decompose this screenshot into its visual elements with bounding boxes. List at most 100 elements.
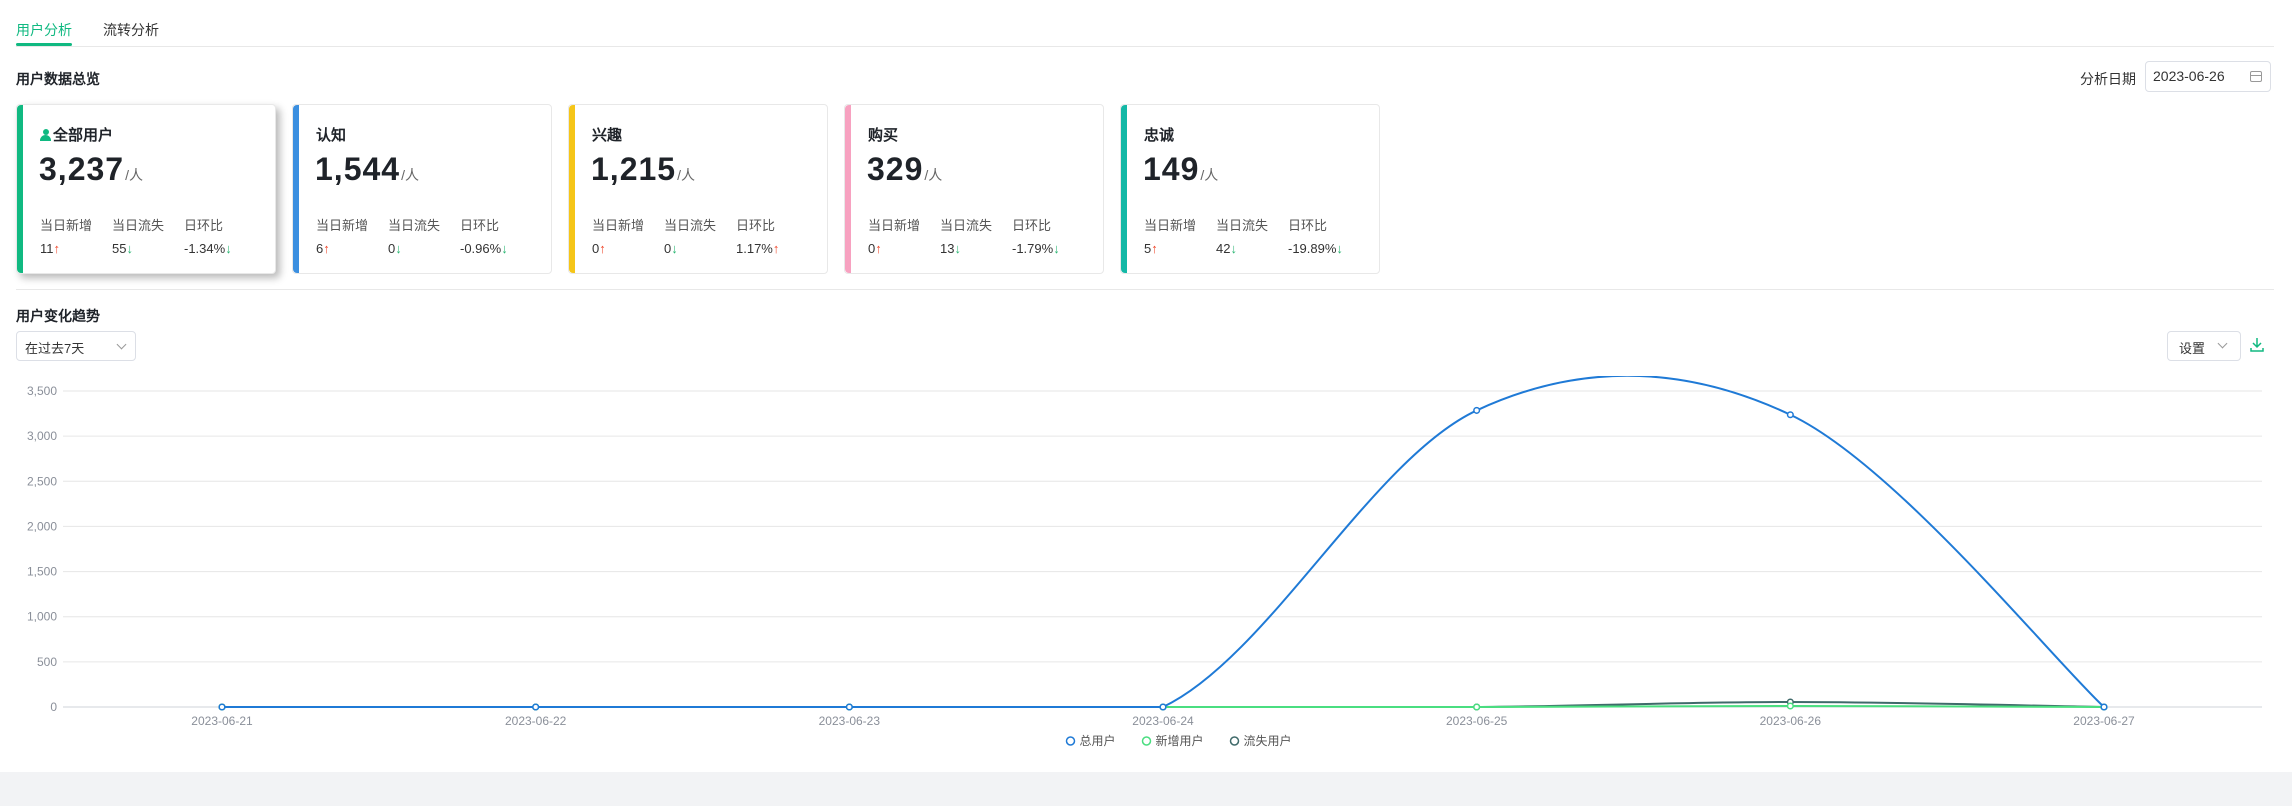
- y-tick-label: 1,000: [27, 610, 57, 624]
- card-title: 全部用户: [53, 127, 114, 144]
- arrow-up-icon: ↑: [53, 241, 61, 256]
- card-all-users[interactable]: 全部用户 3,237/人 当日新增 11↑ 当日流失 55↓ 日环比 -1.34% ↓: [16, 104, 276, 274]
- settings-label: 设置: [2179, 341, 2206, 356]
- legend-label: 新增用户: [1156, 733, 1204, 748]
- y-tick-label: 500: [37, 655, 57, 669]
- y-tick-label: 3,500: [27, 384, 57, 398]
- stat-label: 当日流失: [112, 218, 165, 233]
- stat-label: 当日流失: [940, 218, 993, 233]
- card-title: 认知: [316, 127, 347, 144]
- stat-label: 日环比: [1288, 218, 1328, 233]
- card-accent-bar: [1121, 105, 1127, 273]
- chevron-down-icon: [2217, 338, 2228, 349]
- series-line: [222, 376, 2105, 708]
- card-accent-bar: [845, 105, 851, 273]
- stat-label: 当日新增: [1144, 218, 1197, 233]
- trend-title: 用户变化趋势: [16, 308, 100, 324]
- stat-value: 11: [40, 241, 54, 256]
- card-interest[interactable]: 兴趣 1,215/人 当日新增 0↑ 当日流失 0↓ 日环比 1.17%↑: [568, 104, 828, 274]
- data-point: [532, 703, 540, 711]
- x-tick-label: 2023-06-24: [1132, 714, 1194, 728]
- arrow-up-icon: ↑: [1151, 241, 1158, 256]
- tab-user-analysis[interactable]: 用户分析: [16, 22, 72, 38]
- stat-label: 日环比: [736, 218, 776, 233]
- tab-bar: 用户分析 流转分析: [16, 0, 2274, 47]
- card-value: 1,215: [591, 151, 677, 187]
- card-value: 149: [1143, 151, 1200, 187]
- stat-label: 当日流失: [1216, 218, 1269, 233]
- card-awareness[interactable]: 认知 1,544/人 当日新增 6↑ 当日流失 0↓ 日环比 -0.96%↓: [292, 104, 552, 274]
- legend-marker: [1065, 736, 1076, 746]
- data-point: [218, 703, 226, 711]
- card-unit: /人: [924, 167, 943, 183]
- stat-lost: 当日流失 13↓: [940, 215, 992, 256]
- settings-dropdown-button[interactable]: 设置: [2167, 331, 2241, 361]
- card-accent-bar: [293, 105, 299, 273]
- stat-lost: 当日流失 55↓: [112, 215, 164, 256]
- stat-value: 0: [388, 241, 396, 256]
- y-tick-label: 0: [50, 700, 57, 714]
- stat-new: 当日新增 0↑: [868, 215, 920, 256]
- date-label: 分析日期: [2080, 71, 2136, 87]
- arrow-up-icon: ↑: [323, 241, 330, 256]
- download-icon[interactable]: [2250, 337, 2264, 353]
- card-value: 3,237: [39, 151, 125, 187]
- card-accent-bar: [17, 105, 23, 273]
- legend-marker: [1141, 736, 1152, 746]
- chart-axes: 0 500 1,000 1,500 2,000 2,500 3,000 3,500 2023-0…: [27, 384, 2135, 728]
- stat-lost: 当日流失 42↓: [1216, 215, 1268, 256]
- stat-label: 日环比: [184, 218, 224, 233]
- stat-value: 5: [1144, 241, 1152, 256]
- stat-value: 42: [1216, 241, 1231, 256]
- card-unit: /人: [401, 167, 419, 183]
- chart-series: [218, 376, 2108, 711]
- card-purchase[interactable]: 购买 329/人 当日新增 0↑ 当日流失 13↓ 日环比 -1.79%↓: [844, 104, 1104, 274]
- tab-flow-analysis[interactable]: 流转分析: [103, 22, 159, 38]
- legend-label: 流失用户: [1244, 733, 1292, 748]
- arrow-up-icon: ↑: [599, 241, 606, 256]
- section-divider: [16, 289, 2274, 290]
- arrow-down-icon: ↓: [501, 241, 508, 256]
- chart-legend: 总用户 新增用户 流失用户: [1065, 733, 1292, 748]
- user-icon: [40, 129, 51, 141]
- stat-value: 55: [112, 241, 127, 256]
- y-tick-label: 3,000: [27, 429, 57, 443]
- arrow-up-icon: ↑: [772, 241, 780, 256]
- time-range-value: 在过去7天: [25, 341, 85, 356]
- arrow-up-icon: ↑: [875, 241, 882, 256]
- date-picker[interactable]: 2023-06-26: [2145, 61, 2271, 92]
- arrow-down-icon: ↓: [395, 241, 402, 256]
- overview-title: 用户数据总览: [16, 71, 100, 87]
- x-tick-label: 2023-06-21: [191, 714, 253, 728]
- arrow-down-icon: ↓: [1230, 241, 1237, 256]
- legend-label: 总用户: [1080, 733, 1116, 748]
- data-point: [1473, 406, 1481, 414]
- card-title: 兴趣: [592, 127, 623, 144]
- card-unit: /人: [677, 167, 695, 183]
- stat-value: 6: [316, 241, 324, 256]
- stat-value: 1.17%: [736, 241, 773, 256]
- data-point: [845, 703, 853, 711]
- arrow-down-icon: ↓: [954, 241, 961, 256]
- x-tick-label: 2023-06-22: [505, 714, 567, 728]
- stat-label: 当日新增: [316, 218, 369, 233]
- time-range-select[interactable]: 在过去7天: [16, 331, 136, 361]
- data-point: [1786, 702, 1794, 710]
- user-trend-chart: 0 500 1,000 1,500 2,000 2,500 3,000 3,500 2023-0…: [27, 376, 2262, 748]
- card-loyalty[interactable]: 忠诚 149/人 当日新增 5↑ 当日流失 42↓ 日环比 -19.89%↓: [1120, 104, 1380, 274]
- card-unit: /人: [1200, 167, 1219, 183]
- stat-lost: 当日流失 0↓: [388, 215, 440, 256]
- card-unit: /人: [125, 167, 143, 183]
- stat-label: 当日新增: [40, 218, 93, 233]
- stat-value: -1.34%: [184, 241, 226, 256]
- arrow-down-icon: ↓: [126, 241, 133, 256]
- y-tick-label: 2,500: [27, 474, 57, 488]
- legend-marker: [1229, 736, 1240, 746]
- card-title: 忠诚: [1144, 127, 1175, 144]
- arrow-down-icon: ↓: [1053, 241, 1060, 256]
- x-tick-label: 2023-06-25: [1446, 714, 1508, 728]
- stat-new: 当日新增 5↑: [1144, 215, 1196, 256]
- main-panel: 用户分析 流转分析 用户数据总览 分析日期 2023-06-26 全部用户 3,…: [0, 0, 2292, 772]
- stat-label: 日环比: [1012, 218, 1052, 233]
- arrow-down-icon: ↓: [1336, 241, 1343, 256]
